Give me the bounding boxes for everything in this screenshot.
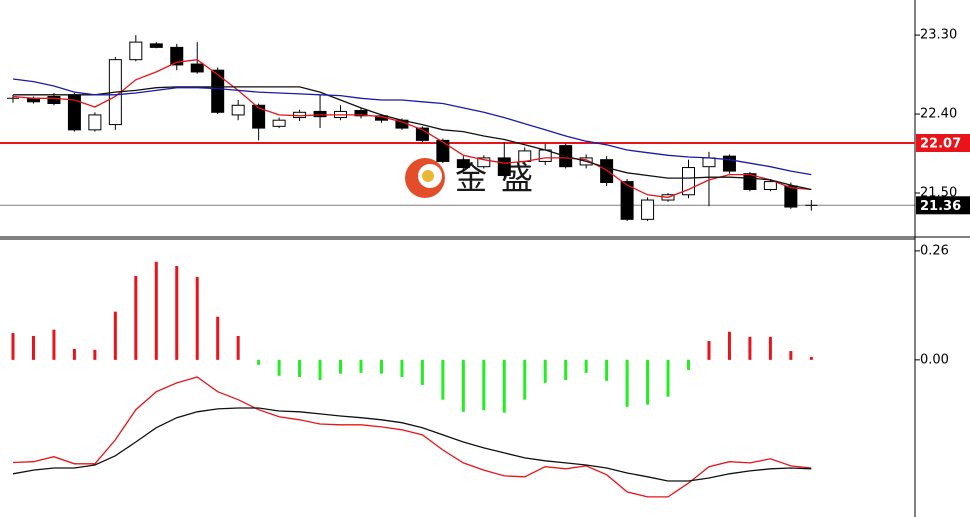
y-tick-label: 23.30	[920, 28, 957, 43]
candle-body	[763, 181, 777, 191]
candle-body	[518, 150, 532, 162]
candle-body	[190, 63, 204, 73]
watermark: 金盛	[405, 158, 533, 198]
candle-body	[88, 114, 102, 131]
price-tag-label: 21.36	[920, 199, 961, 214]
y-tick-label: 22.40	[920, 107, 957, 122]
candle-body	[477, 157, 491, 168]
candle-body	[170, 46, 184, 66]
candle-body	[47, 96, 61, 105]
candle-body	[620, 181, 634, 220]
candle-body	[641, 199, 655, 220]
candle-body	[497, 157, 511, 176]
watermark-logo	[422, 170, 434, 182]
candle-body	[149, 43, 163, 48]
y-tick-label: 0.00	[920, 352, 949, 367]
candle-body	[129, 41, 143, 61]
candle-body	[313, 110, 327, 118]
macd-line	[12, 376, 812, 498]
y-tick-label: 0.26	[920, 243, 949, 258]
candle-body	[354, 110, 368, 117]
candle-body	[436, 139, 450, 162]
candle-body	[702, 157, 716, 168]
candle-body	[456, 159, 470, 169]
price-tag	[916, 134, 970, 153]
candle-body	[722, 155, 736, 172]
candle-body	[784, 185, 798, 208]
candle-body	[211, 69, 225, 113]
candle-body	[293, 111, 307, 119]
price-tag	[916, 196, 970, 215]
candle-body	[231, 104, 245, 116]
price-tag-label: 22.07	[920, 137, 961, 152]
candle-body	[252, 104, 266, 129]
moving-average	[13, 86, 812, 191]
moving-average	[12, 59, 812, 199]
macd-line	[12, 407, 812, 482]
candle-body	[272, 119, 286, 127]
moving-average	[12, 78, 812, 176]
candle-body	[600, 159, 614, 183]
